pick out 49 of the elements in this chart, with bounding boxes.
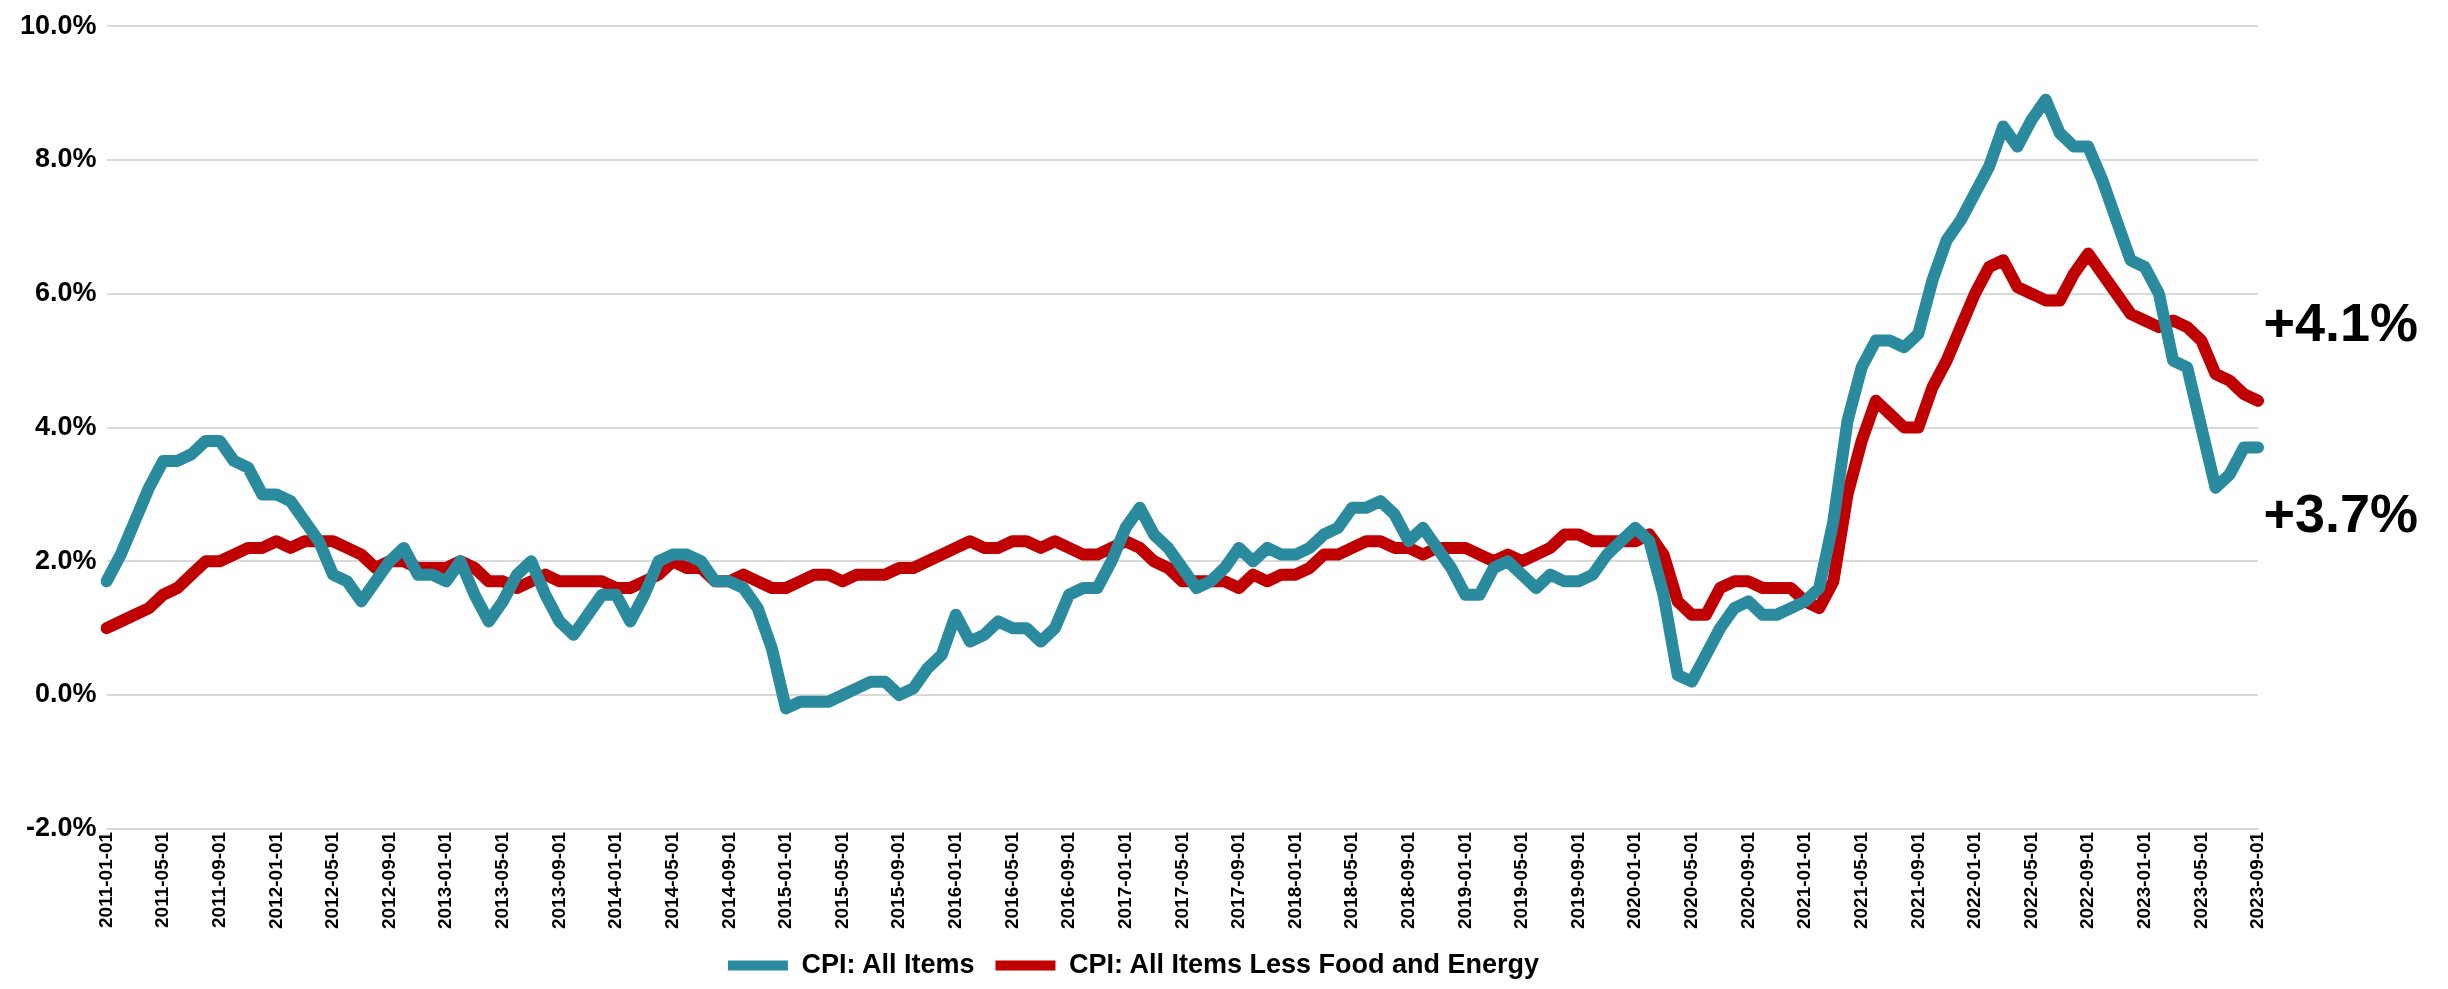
x-tick-label: 2018-01-01 — [1283, 831, 1305, 930]
x-tick-label: 2019-09-01 — [1566, 831, 1588, 930]
x-tick-label: 2021-01-01 — [1793, 831, 1815, 930]
x-tick-label: 2022-01-01 — [1963, 831, 1985, 930]
x-tick-label: 2022-05-01 — [2019, 831, 2041, 930]
x-tick-label: 2017-05-01 — [1170, 831, 1192, 930]
x-tick-label: 2020-01-01 — [1623, 831, 1645, 930]
x-tick-label: 2012-09-01 — [377, 831, 399, 930]
y-tick-label: 10.0% — [19, 9, 97, 40]
text: +4.1% — [2263, 291, 2418, 352]
legend-label: CPI: All Items — [801, 948, 975, 979]
y-tick-label: 2.0% — [35, 544, 97, 575]
x-tick-label: 2016-01-01 — [944, 831, 966, 930]
x-tick-label: 2011-09-01 — [208, 831, 230, 928]
x-tick-label: 2013-01-01 — [434, 831, 456, 930]
x-tick-label: 2017-09-01 — [1227, 831, 1249, 930]
text: +3.7% — [2263, 483, 2418, 544]
x-tick-label: 2018-05-01 — [1340, 831, 1362, 930]
legend-label: CPI: All Items Less Food and Energy — [1068, 948, 1540, 979]
y-tick-label: 6.0% — [35, 277, 97, 308]
x-tick-label: 2015-05-01 — [830, 831, 852, 930]
y-tick-label: 4.0% — [35, 410, 97, 441]
x-tick-label: 2019-01-01 — [1453, 831, 1475, 930]
x-tick-label: 2022-09-01 — [2076, 831, 2098, 930]
x-tick-label: 2021-05-01 — [1849, 831, 1871, 930]
x-tick-label: 2019-05-01 — [1510, 831, 1532, 930]
x-tick-label: 2012-01-01 — [264, 831, 286, 930]
x-tick-label: 2016-05-01 — [1000, 831, 1022, 930]
x-tick-label: 2013-05-01 — [491, 831, 513, 930]
x-tick-label: 2015-01-01 — [774, 831, 796, 930]
x-tick-label: 2018-09-01 — [1396, 831, 1418, 930]
x-tick-label: 2023-09-01 — [2246, 831, 2268, 930]
x-tick-label: 2020-05-01 — [1680, 831, 1702, 930]
x-tick-label: 2023-01-01 — [2133, 831, 2154, 930]
x-tick-label: 2023-05-01 — [2189, 831, 2211, 930]
y-tick-label: 8.0% — [35, 143, 97, 174]
x-tick-label: 2016-09-01 — [1057, 831, 1079, 930]
x-tick-label: 2017-01-01 — [1113, 831, 1135, 930]
x-tick-label: 2014-05-01 — [660, 831, 682, 930]
x-tick-label: 2015-09-01 — [887, 831, 909, 930]
x-tick-label: 2020-09-01 — [1736, 831, 1758, 930]
x-tick-label: 2014-09-01 — [717, 831, 739, 930]
y-tick-label: -2.0% — [26, 812, 97, 843]
x-tick-label: 2012-05-01 — [321, 831, 343, 930]
x-tick-label: 2011-05-01 — [151, 831, 173, 928]
x-tick-label: 2013-09-01 — [547, 831, 569, 930]
x-tick-label: 2021-09-01 — [1906, 831, 1928, 930]
x-tick-label: 2014-01-01 — [604, 831, 626, 930]
y-tick-label: 0.0% — [35, 678, 97, 709]
